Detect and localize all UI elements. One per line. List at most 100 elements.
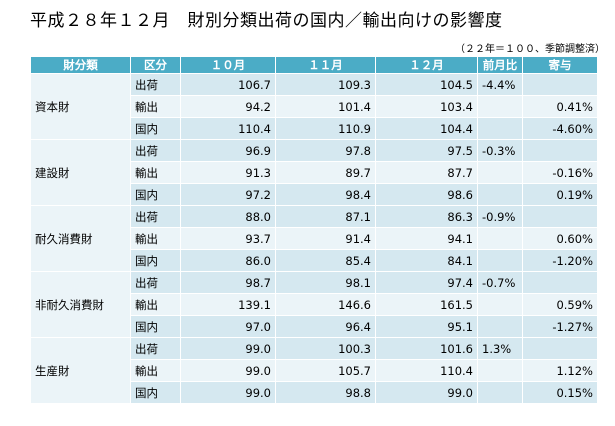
ratio-cell: -4.4%: [477, 73, 523, 96]
ratio-cell: 1.3%: [477, 337, 523, 360]
month-10-cell: 139.1: [180, 293, 276, 316]
month-11-cell: 89.7: [275, 161, 376, 184]
contrib-cell: 0.59%: [522, 293, 598, 316]
month-10-cell: 96.9: [180, 139, 276, 162]
shipment-table: 財分類 区分 １０月 １１月 １２月 前月比 寄与 資本財 出荷 106.7 109.…: [30, 56, 598, 404]
contrib-cell: -4.60%: [522, 117, 598, 140]
header-kind: 区分: [130, 56, 181, 74]
table-row: 耐久消費財 出荷 88.0 87.1 86.3 -0.9%: [30, 205, 598, 272]
page-title: 平成２８年１２月 財別分類出荷の国内／輸出向けの影響度: [30, 11, 503, 31]
month-10-cell: 88.0: [180, 205, 276, 228]
ratio-cell: [477, 227, 523, 250]
table-row: 輸出 99.0 105.7 110.4 1.12%: [31, 359, 598, 382]
ratio-cell: [477, 161, 523, 184]
month-10-cell: 94.2: [180, 95, 276, 118]
ratio-cell: [477, 381, 523, 404]
contrib-cell: [522, 337, 598, 360]
contrib-cell: 0.19%: [522, 183, 598, 206]
month-10-cell: 99.0: [180, 359, 276, 382]
header-month-10: １０月: [180, 56, 276, 74]
month-12-cell: 86.3: [375, 205, 478, 228]
month-10-cell: 97.0: [180, 315, 276, 338]
ratio-cell: [477, 183, 523, 206]
header-month-11: １１月: [275, 56, 376, 74]
kind-cell: 出荷: [130, 271, 181, 294]
table-row: 建設財 出荷 96.9 97.8 97.5 -0.3%: [30, 139, 598, 206]
kind-cell: 輸出: [130, 161, 181, 184]
kind-cell: 国内: [130, 381, 181, 404]
month-11-cell: 109.3: [275, 73, 376, 96]
ratio-cell: [477, 315, 523, 338]
month-10-cell: 97.2: [180, 183, 276, 206]
contrib-cell: 0.60%: [522, 227, 598, 250]
month-12-cell: 97.4: [375, 271, 478, 294]
kind-cell: 輸出: [130, 227, 181, 250]
contrib-cell: [522, 73, 598, 96]
month-11-cell: 98.8: [275, 381, 376, 404]
table-row: 非耐久消費財 出荷 98.7 98.1 97.4 -0.7%: [30, 271, 598, 338]
ratio-cell: -0.9%: [477, 205, 523, 228]
header-category: 財分類: [30, 56, 131, 74]
contrib-cell: [522, 205, 598, 228]
month-12-cell: 99.0: [375, 381, 478, 404]
month-12-cell: 104.4: [375, 117, 478, 140]
month-10-cell: 99.0: [180, 381, 276, 404]
ratio-cell: [477, 95, 523, 118]
kind-cell: 国内: [130, 249, 181, 272]
month-10-cell: 86.0: [180, 249, 276, 272]
month-12-cell: 110.4: [375, 359, 478, 382]
kind-cell: 出荷: [130, 73, 181, 96]
month-11-cell: 101.4: [275, 95, 376, 118]
month-12-cell: 161.5: [375, 293, 478, 316]
ratio-cell: [477, 293, 523, 316]
kind-cell: 輸出: [130, 359, 181, 382]
month-11-cell: 96.4: [275, 315, 376, 338]
table-row: 国内 97.2 98.4 98.6 0.19%: [31, 183, 598, 206]
category-cell: 建設財: [30, 139, 131, 206]
header-contrib: 寄与: [522, 56, 598, 74]
month-11-cell: 85.4: [275, 249, 376, 272]
table-row: 資本財 出荷 106.7 109.3 104.5 -4.4%: [30, 73, 598, 140]
contrib-cell: -1.27%: [522, 315, 598, 338]
table-row: 輸出 94.2 101.4 103.4 0.41%: [31, 95, 598, 118]
ratio-cell: [477, 117, 523, 140]
header-ratio: 前月比: [477, 56, 523, 74]
month-10-cell: 98.7: [180, 271, 276, 294]
contrib-cell: [522, 139, 598, 162]
month-12-cell: 104.5: [375, 73, 478, 96]
kind-cell: 出荷: [130, 337, 181, 360]
ratio-cell: [477, 249, 523, 272]
ratio-cell: -0.7%: [477, 271, 523, 294]
kind-cell: 出荷: [130, 205, 181, 228]
header-month-12: １２月: [375, 56, 478, 74]
kind-cell: 輸出: [130, 95, 181, 118]
table-row: 国内 99.0 98.8 99.0 0.15%: [31, 381, 598, 404]
category-cell: 資本財: [30, 73, 131, 140]
month-10-cell: 93.7: [180, 227, 276, 250]
kind-cell: 輸出: [130, 293, 181, 316]
header-row: 財分類 区分 １０月 １１月 １２月 前月比 寄与: [30, 56, 598, 74]
category-cell: 生産財: [30, 337, 131, 404]
contrib-cell: [522, 271, 598, 294]
month-12-cell: 101.6: [375, 337, 478, 360]
ratio-cell: -0.3%: [477, 139, 523, 162]
month-10-cell: 99.0: [180, 337, 276, 360]
category-cell: 耐久消費財: [30, 205, 131, 272]
contrib-cell: 1.12%: [522, 359, 598, 382]
month-10-cell: 110.4: [180, 117, 276, 140]
month-10-cell: 106.7: [180, 73, 276, 96]
month-12-cell: 87.7: [375, 161, 478, 184]
month-11-cell: 100.3: [275, 337, 376, 360]
month-12-cell: 94.1: [375, 227, 478, 250]
month-12-cell: 103.4: [375, 95, 478, 118]
month-11-cell: 97.8: [275, 139, 376, 162]
table-body: 資本財 出荷 106.7 109.3 104.5 -4.4% 輸出 94.2 101.4 103.…: [30, 73, 598, 404]
contrib-cell: 0.41%: [522, 95, 598, 118]
contrib-cell: -0.16%: [522, 161, 598, 184]
month-11-cell: 98.4: [275, 183, 376, 206]
month-10-cell: 91.3: [180, 161, 276, 184]
table-row: 輸出 91.3 89.7 87.7 -0.16%: [31, 161, 598, 184]
table-row: 生産財 出荷 99.0 100.3 101.6 1.3%: [30, 337, 598, 404]
table-row: 国内 97.0 96.4 95.1 -1.27%: [31, 315, 598, 338]
month-11-cell: 146.6: [275, 293, 376, 316]
